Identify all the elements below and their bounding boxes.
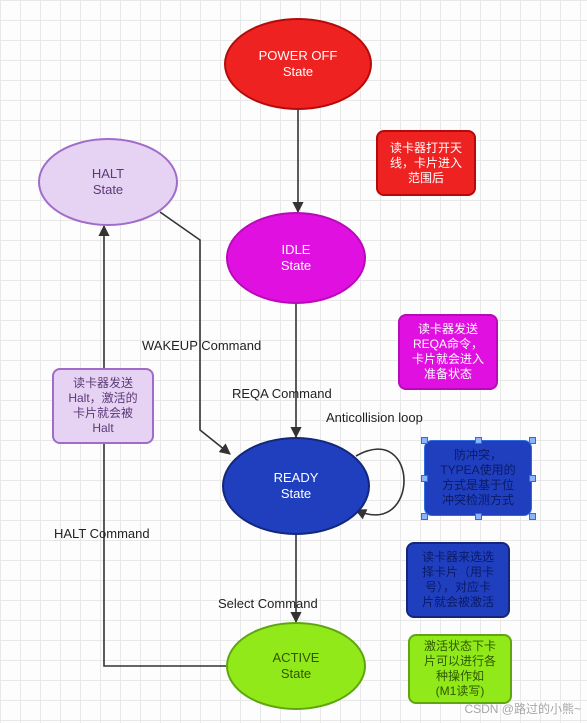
note-text: 读卡器来选选 择卡片（用卡 号），对应卡 片就会被激活 [422, 550, 494, 610]
note-text: 防冲突， TYPEA使用的 方式是基于位 冲突检测方式 [440, 448, 515, 508]
selection-handle[interactable] [529, 437, 536, 444]
note-text: 读卡器发送 Halt，激活的 卡片就会被 Halt [68, 376, 137, 436]
edge-label-reqa: REQA Command [232, 386, 332, 401]
selection-handle[interactable] [421, 437, 428, 444]
state-label: HALT State [92, 166, 124, 197]
state-label: IDLE State [281, 242, 311, 273]
state-label: READY State [274, 470, 319, 501]
note-text: 激活状态下卡 片可以进行各 种操作如 (M1读写) [424, 639, 496, 699]
note-text: 读卡器打开天 线，卡片进入 范围后 [390, 141, 462, 186]
note-power-off[interactable]: 读卡器打开天 线，卡片进入 范围后 [376, 130, 476, 196]
selection-handle[interactable] [529, 513, 536, 520]
edge-label-anticollision: Anticollision loop [326, 410, 423, 425]
note-ready-anticollision[interactable]: 防冲突， TYPEA使用的 方式是基于位 冲突检测方式 [424, 440, 532, 516]
edge-label-halt: HALT Command [54, 526, 150, 541]
selection-handle[interactable] [529, 475, 536, 482]
selection-handle[interactable] [421, 475, 428, 482]
state-label: ACTIVE State [273, 650, 320, 681]
state-active[interactable]: ACTIVE State [226, 622, 366, 710]
note-halt[interactable]: 读卡器发送 Halt，激活的 卡片就会被 Halt [52, 368, 154, 444]
selection-handle[interactable] [421, 513, 428, 520]
note-ready-select[interactable]: 读卡器来选选 择卡片（用卡 号），对应卡 片就会被激活 [406, 542, 510, 618]
selection-handle[interactable] [475, 513, 482, 520]
edge-label-wakeup: WAKEUP Command [142, 338, 261, 353]
note-text: 读卡器发送 REQA命令， 卡片就会进入 准备状态 [412, 322, 484, 382]
note-active[interactable]: 激活状态下卡 片可以进行各 种操作如 (M1读写) [408, 634, 512, 704]
state-halt[interactable]: HALT State [38, 138, 178, 226]
watermark: CSDN @路过的小熊~ [464, 700, 581, 717]
state-label: POWER OFF State [259, 48, 338, 79]
edge-label-select: Select Command [218, 596, 318, 611]
state-idle[interactable]: IDLE State [226, 212, 366, 304]
state-power-off[interactable]: POWER OFF State [224, 18, 372, 110]
state-ready[interactable]: READY State [222, 437, 370, 535]
selection-handle[interactable] [475, 437, 482, 444]
note-idle[interactable]: 读卡器发送 REQA命令， 卡片就会进入 准备状态 [398, 314, 498, 390]
